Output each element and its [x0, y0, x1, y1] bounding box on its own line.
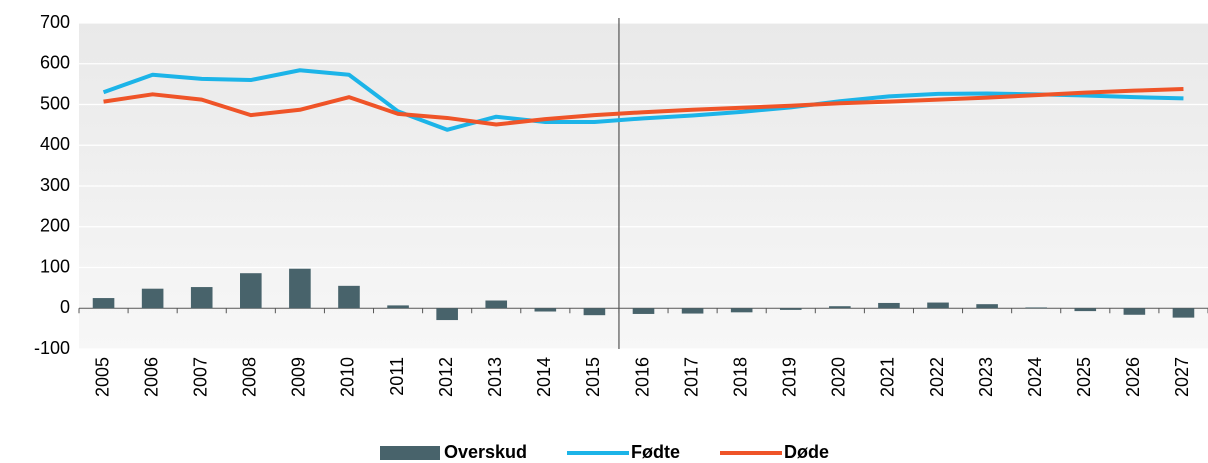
x-tick-label: 2008: [240, 357, 260, 397]
bar: [141, 288, 164, 309]
bar: [534, 308, 557, 312]
bar: [1123, 308, 1146, 315]
x-tick-label: 2015: [583, 357, 603, 397]
bar: [92, 298, 115, 309]
bar: [779, 308, 802, 310]
legend-label: Døde: [784, 442, 829, 462]
bar: [240, 273, 262, 309]
y-tick-label: -100: [34, 338, 70, 358]
marks: [92, 68, 1195, 321]
y-tick-label: 0: [60, 297, 70, 317]
x-tick-label: 2013: [485, 357, 505, 397]
y-tick-label: 500: [40, 93, 70, 113]
x-tick-label: 2023: [976, 357, 996, 397]
x-tick-label: 2017: [681, 357, 701, 397]
bar: [338, 285, 360, 309]
legend-swatch: [380, 446, 440, 460]
y-tick-label: 100: [40, 256, 70, 276]
x-tick-label: 2010: [338, 357, 358, 397]
bar: [927, 302, 949, 309]
bar: [190, 287, 213, 309]
bar: [289, 268, 311, 309]
labels: -100 0 100 200 300 400 500 600 700 2005 2006 2007 20…: [34, 12, 1192, 462]
bar: [829, 306, 851, 309]
x-tick-label: 2016: [632, 357, 652, 397]
legend-label: Fødte: [631, 442, 680, 462]
bar: [681, 308, 704, 314]
x-tick-label: 2024: [1025, 357, 1045, 397]
y-tick-label: 200: [40, 216, 70, 236]
bar: [1025, 307, 1047, 309]
x-tick-label: 2009: [289, 357, 309, 397]
y-tick-label: 400: [40, 134, 70, 154]
x-tick-label: 2026: [1123, 357, 1143, 397]
bar: [583, 308, 606, 316]
bar: [632, 308, 655, 314]
bar: [1074, 308, 1097, 312]
x-tick-label: 2021: [878, 357, 898, 397]
bar: [436, 308, 458, 321]
y-tick-label: 300: [40, 175, 70, 195]
x-tick-label: 2018: [730, 357, 750, 397]
x-tick-label: 2020: [829, 357, 849, 397]
x-tick-label: 2019: [780, 357, 800, 397]
bar: [878, 302, 900, 309]
bar: [387, 305, 409, 309]
x-tick-label: 2012: [436, 357, 456, 397]
x-tick-label: 2006: [141, 357, 161, 397]
x-tick-label: 2007: [190, 357, 210, 397]
line: [102, 68, 1184, 132]
x-tick-label: 2027: [1172, 357, 1192, 397]
bar: [485, 300, 508, 309]
bar: [976, 304, 998, 309]
legend-label: Overskud: [444, 442, 527, 462]
line: [103, 87, 1184, 127]
x-tick-label: 2005: [92, 357, 112, 397]
bar: [1172, 308, 1195, 318]
y-tick-label: 700: [40, 12, 70, 32]
y-tick-label: 600: [40, 53, 70, 73]
x-tick-label: 2025: [1074, 357, 1094, 397]
x-tick-label: 2022: [927, 357, 947, 397]
x-tick-label: 2011: [387, 357, 407, 396]
bar: [730, 308, 753, 313]
x-tick-label: 2014: [534, 357, 554, 397]
